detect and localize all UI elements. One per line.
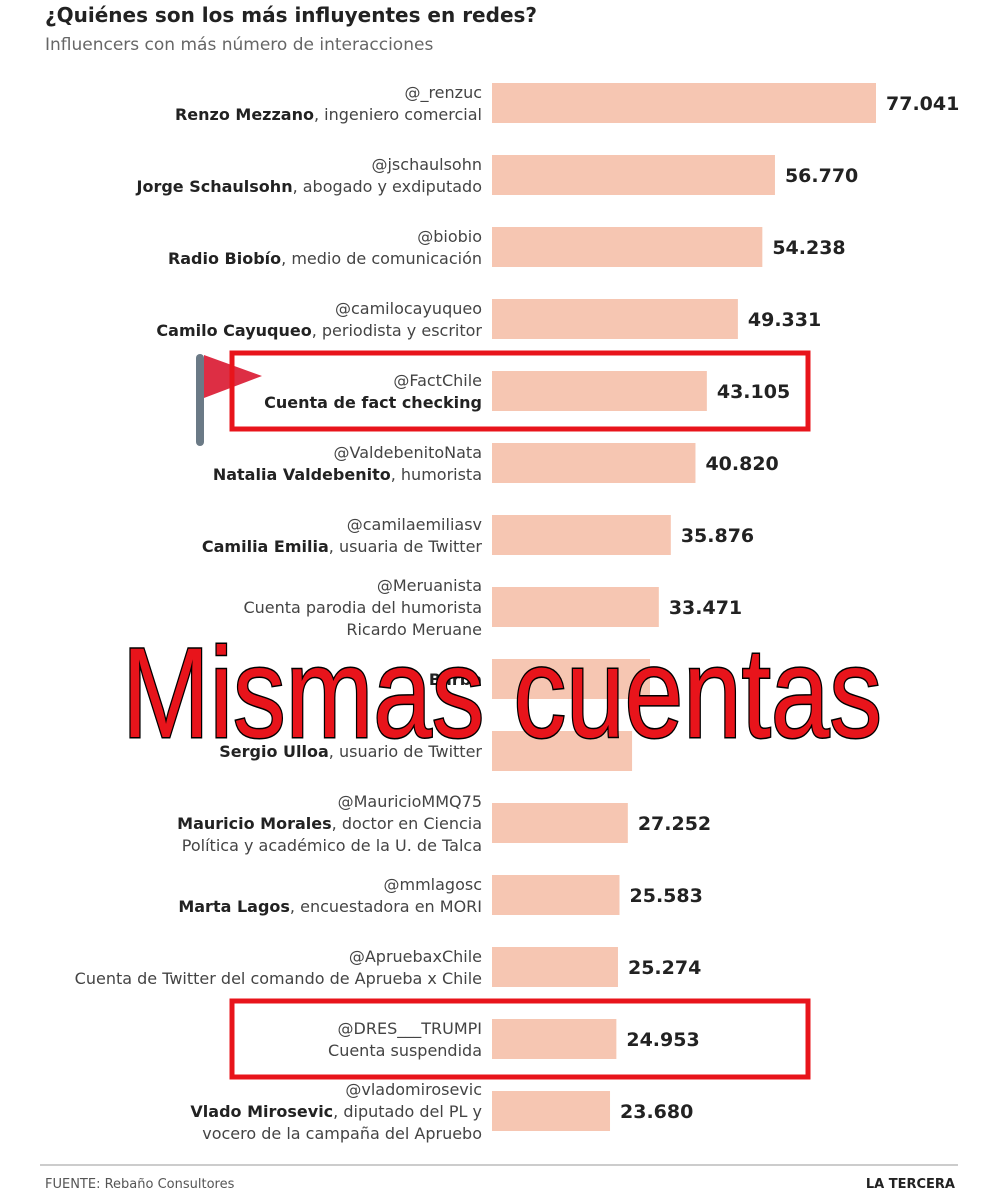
bar xyxy=(492,659,651,699)
bar xyxy=(492,155,775,195)
bar xyxy=(492,1091,611,1131)
handle: @biobio xyxy=(417,227,482,246)
handle: @Meruanista xyxy=(377,576,482,595)
bar xyxy=(492,83,876,123)
account-line: Mauricio Morales, doctor en Ciencia xyxy=(177,814,482,833)
bar xyxy=(492,371,707,411)
account-description: , humorista xyxy=(391,465,482,484)
bar xyxy=(492,299,738,339)
value-label: 40.820 xyxy=(705,453,778,475)
account-description: Cuenta suspendida xyxy=(328,1041,482,1060)
value-label: 27.252 xyxy=(638,813,711,835)
overlay-caption: Mismas cuentas xyxy=(122,622,882,765)
handle: @camilocayuqueo xyxy=(335,299,482,318)
account-description: Cuenta parodia del humorista xyxy=(243,598,482,617)
highlight-box xyxy=(229,350,811,432)
account-description: , encuestadora en MORI xyxy=(290,897,482,916)
bar xyxy=(492,1019,617,1059)
account-name: Vlado Mirosevic xyxy=(190,1102,333,1121)
highlight-box xyxy=(229,998,811,1080)
bar xyxy=(492,731,633,771)
account-description: , usuario de Twitter xyxy=(329,742,483,761)
account-name: Sergio Ulloa xyxy=(219,742,329,761)
handle: @mmlagosc xyxy=(384,875,483,894)
brand: LA TERCERA xyxy=(866,1177,955,1192)
account-description: , diputado del PL y xyxy=(333,1102,482,1121)
account-line: Bárba xyxy=(429,670,482,689)
account-line: Vlado Mirosevic, diputado del PL y xyxy=(190,1102,482,1121)
account-name: Camilia Emilia xyxy=(202,537,329,556)
handle: @camilaemiliasv xyxy=(347,515,482,534)
account-line: Camilo Cayuqueo, periodista y escritor xyxy=(156,321,482,340)
account-line: Renzo Mezzano, ingeniero comercial xyxy=(175,105,482,124)
account-description: Ricardo Meruane xyxy=(346,620,482,639)
account-name: Camilo Cayuqueo xyxy=(156,321,311,340)
account-line: Jorge Schaulsohn, abogado y exdiputado xyxy=(136,177,483,196)
handle: @DRES___TRUMPI xyxy=(338,1019,482,1039)
value-label: 43.105 xyxy=(717,381,790,403)
handle: @MauricioMMQ75 xyxy=(338,792,482,811)
source: FUENTE: Rebaño Consultores xyxy=(45,1177,235,1192)
account-description: , usuaria de Twitter xyxy=(329,537,483,556)
handle: @_renzuc xyxy=(404,83,482,103)
handle: @ValdebenitoNata xyxy=(334,443,482,462)
account-description: , medio de comunicación xyxy=(281,249,482,268)
account-name: Radio Biobío xyxy=(168,249,281,268)
chart-subtitle: Influencers con más número de interaccio… xyxy=(45,35,433,55)
bar xyxy=(492,803,628,843)
account-name: Bárba xyxy=(429,670,482,689)
account-name: Natalia Valdebenito xyxy=(213,465,391,484)
account-description: , ingeniero comercial xyxy=(314,105,482,124)
account-description: , abogado y exdiputado xyxy=(293,177,482,196)
value-label: 25.274 xyxy=(628,957,701,979)
bar xyxy=(492,515,671,555)
handle: @jschaulsohn xyxy=(371,155,482,174)
value-label: 33.471 xyxy=(669,597,742,619)
chart-title: ¿Quiénes son los más influyentes en rede… xyxy=(45,3,537,27)
account-line: Cuenta de fact checking xyxy=(264,393,482,412)
account-description: Cuenta de Twitter del comando de Aprueba… xyxy=(75,969,482,988)
value-label: 49.331 xyxy=(748,309,821,331)
account-name: Jorge Schaulsohn xyxy=(136,177,293,196)
handle: @FactChile xyxy=(393,371,482,390)
value-label: 35.876 xyxy=(681,525,754,547)
account-description: vocero de la campaña del Apruebo xyxy=(202,1124,482,1143)
account-description: , doctor en Ciencia xyxy=(332,814,482,833)
account-line: Marta Lagos, encuestadora en MORI xyxy=(178,897,482,916)
account-name: Mauricio Morales xyxy=(177,814,331,833)
account-line: Natalia Valdebenito, humorista xyxy=(213,465,482,484)
handle: @ApruebaxChile xyxy=(349,947,482,966)
account-name: Marta Lagos xyxy=(178,897,290,916)
bar xyxy=(492,443,696,483)
bar xyxy=(492,587,659,627)
bar xyxy=(492,227,763,267)
account-line: Camilia Emilia, usuaria de Twitter xyxy=(202,537,483,556)
bar xyxy=(492,947,618,987)
value-label: 54.238 xyxy=(772,237,845,259)
handle: @vladomirosevic xyxy=(345,1080,482,1099)
value-label: 56.770 xyxy=(785,165,858,187)
value-label: 24.953 xyxy=(626,1029,699,1051)
account-description: Política y académico de la U. de Talca xyxy=(182,836,482,855)
value-label: 77.041 xyxy=(886,93,959,115)
value-label: 25.583 xyxy=(630,885,703,907)
account-line: Sergio Ulloa, usuario de Twitter xyxy=(219,742,482,761)
account-name: Renzo Mezzano xyxy=(175,105,314,124)
account-description: , periodista y escritor xyxy=(312,321,483,340)
bar xyxy=(492,875,620,915)
account-line: Radio Biobío, medio de comunicación xyxy=(168,249,482,268)
account-name: Cuenta de fact checking xyxy=(264,393,482,412)
value-label: 23.680 xyxy=(620,1101,693,1123)
